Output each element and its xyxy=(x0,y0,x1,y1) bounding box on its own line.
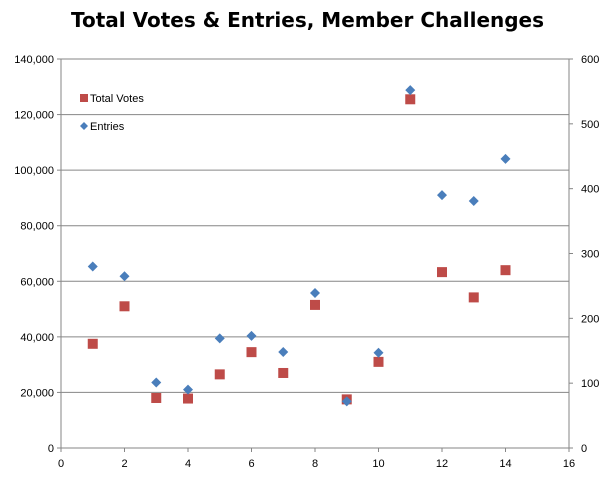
x-tick-label: 16 xyxy=(563,458,575,470)
x-tick-label: 10 xyxy=(372,458,384,470)
legend-entry: Total Votes xyxy=(80,93,144,105)
y-tick-label: 0 xyxy=(48,443,54,455)
entries-point xyxy=(310,288,320,299)
entries-point xyxy=(119,271,130,282)
x-tick-label: 14 xyxy=(499,458,511,470)
x-tick-label: 2 xyxy=(121,458,127,470)
y2-tick-label: 400 xyxy=(581,184,599,196)
gridlines xyxy=(61,58,569,393)
entries-point xyxy=(468,195,479,206)
total-votes-point xyxy=(468,292,479,303)
total-votes-point xyxy=(183,393,193,404)
total-votes-point xyxy=(310,299,320,310)
y-tick-label: 60,000 xyxy=(20,276,54,288)
y-tick-label: 140,000 xyxy=(14,54,54,66)
x-tick-label: 4 xyxy=(185,458,191,470)
y2-tick-label: 300 xyxy=(581,249,599,261)
y2-tick-label: 600 xyxy=(581,54,599,66)
legend-label: Total Votes xyxy=(90,93,144,105)
y-tick-label: 40,000 xyxy=(20,332,54,344)
x-axis-ticks: 0 2 4 6 8 10 12 14 16 xyxy=(58,448,575,470)
y-tick-label: 100,000 xyxy=(14,165,54,177)
total-votes-point xyxy=(214,369,225,380)
y2-tick-label: 200 xyxy=(581,313,599,325)
y-axis-right-ticks: 0 100 200 300 400 500 600 xyxy=(569,54,599,455)
data-markers xyxy=(87,85,511,407)
y-tick-label: 20,000 xyxy=(20,387,54,399)
entries-point xyxy=(278,347,289,358)
total-votes-point xyxy=(151,392,162,403)
total-votes-point xyxy=(246,347,257,358)
y2-tick-label: 0 xyxy=(581,443,587,455)
legend-square-icon xyxy=(80,94,88,102)
y-tick-label: 120,000 xyxy=(14,110,54,122)
legend-entry: Entries xyxy=(80,121,125,133)
entries-point xyxy=(405,85,416,96)
entries-point xyxy=(373,347,384,358)
entries-point xyxy=(87,261,98,272)
chart-title: Total Votes & Entries, Member Challenges xyxy=(70,8,545,32)
total-votes-point xyxy=(437,267,447,278)
entries-point xyxy=(500,153,511,164)
total-votes-point xyxy=(119,301,130,312)
x-tick-label: 12 xyxy=(436,458,448,470)
total-votes-point xyxy=(500,265,511,276)
entries-point xyxy=(341,396,352,407)
total-votes-point xyxy=(87,338,98,349)
legend: Total Votes Entries xyxy=(80,93,144,133)
total-votes-point xyxy=(405,94,416,105)
x-tick-label: 6 xyxy=(248,458,254,470)
entries-point xyxy=(151,377,162,388)
y-axis-left-ticks: 0 20,000 40,000 60,000 80,000 100,000 120,000 1… xyxy=(14,54,61,455)
y2-tick-label: 500 xyxy=(581,119,599,131)
total-votes-point xyxy=(373,356,384,367)
axes xyxy=(60,59,570,449)
y-tick-label: 80,000 xyxy=(20,221,54,233)
entries-point xyxy=(246,330,257,341)
x-tick-label: 0 xyxy=(58,458,64,470)
x-tick-label: 8 xyxy=(312,458,318,470)
y2-tick-label: 100 xyxy=(581,378,599,390)
entries-point xyxy=(214,333,225,344)
legend-label: Entries xyxy=(90,121,125,133)
legend-diamond-icon xyxy=(80,122,88,130)
total-votes-point xyxy=(278,367,289,378)
entries-point xyxy=(437,190,447,201)
entries-point xyxy=(183,384,193,395)
